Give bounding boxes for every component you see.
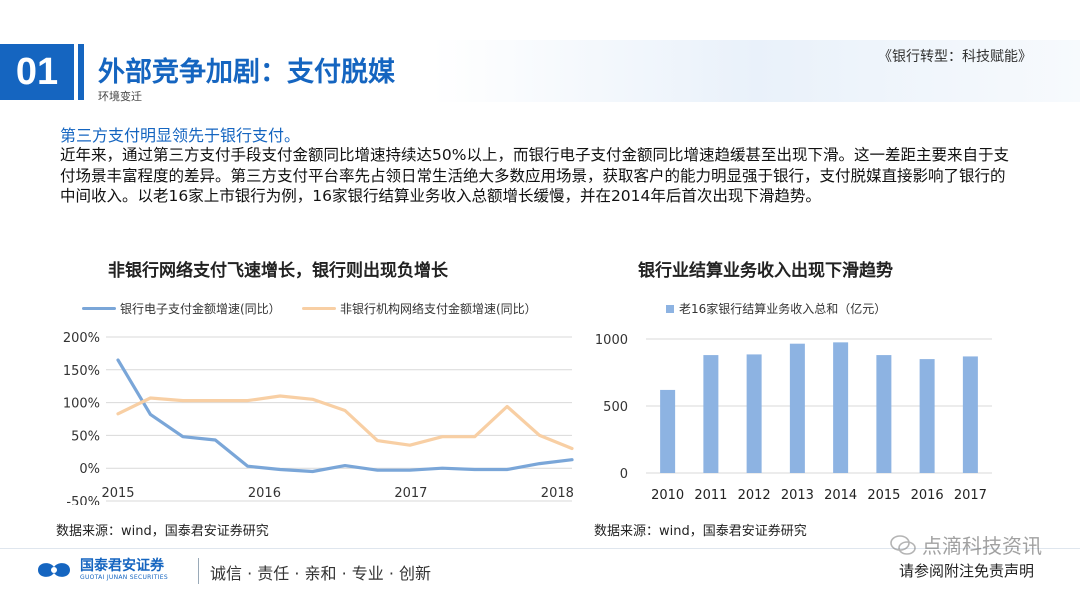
bar-2016 xyxy=(919,359,935,473)
line-series-nonbank xyxy=(116,394,574,451)
bar-x-tick-label: 2015 xyxy=(867,488,900,503)
bar-x-tick-label: 2013 xyxy=(781,488,814,503)
bar-x-tick-label: 2017 xyxy=(954,488,987,503)
bar-2011 xyxy=(703,355,719,473)
line-legend-nonbank: 非银行机构网络支付金额增速(同比） xyxy=(302,300,537,317)
bar-2013 xyxy=(789,343,805,473)
bar-legend-label: 老16家银行结算业务收入总和（亿元） xyxy=(679,302,887,316)
lead-sentence: 第三方支付明显领先于银行支付。 xyxy=(60,126,301,145)
bar-chart-source: 数据来源：wind，国泰君安证券研究 xyxy=(594,524,807,539)
line-legend-nonbank-swatch xyxy=(302,307,336,310)
bar-2017 xyxy=(962,356,978,473)
bar-2015 xyxy=(876,355,892,473)
bar-legend: 老16家银行结算业务收入总和（亿元） xyxy=(666,300,886,317)
line-legend-nonbank-label: 非银行机构网络支付金额增速(同比） xyxy=(340,302,537,316)
bar-chart-title: 银行业结算业务收入出现下滑趋势 xyxy=(638,261,893,281)
page-subtitle: 环境变迁 xyxy=(98,90,142,103)
line-chart-title: 非银行网络支付飞速增长，银行则出现负增长 xyxy=(108,261,448,281)
footer-disclaimer: 请参阅附注免责声明 xyxy=(898,562,1034,580)
line-y-tick-label: 200% xyxy=(63,331,100,346)
line-y-tick-label: 0% xyxy=(79,462,100,477)
footer-separator xyxy=(198,558,199,584)
line-y-tick-label: -50% xyxy=(66,495,100,505)
footer-divider xyxy=(0,548,1080,549)
watermark-text: 点滴科技资讯 xyxy=(922,534,1042,558)
wechat-icon xyxy=(890,534,916,555)
bar-x-tick-label: 2016 xyxy=(911,488,944,503)
bar-x-tick-label: 2014 xyxy=(824,488,857,503)
line-y-tick-label: 100% xyxy=(63,397,100,412)
header-band xyxy=(0,40,1080,102)
logo-name-cn: 国泰君安证券 xyxy=(80,558,164,574)
line-chart-source: 数据来源：wind，国泰君安证券研究 xyxy=(56,524,269,539)
logo-name-en: GUOTAI JUNAN SECURITIES xyxy=(80,574,168,581)
bar-y-tick-label: 0 xyxy=(620,467,628,482)
line-x-tick-label: 2018 xyxy=(541,486,574,501)
bar-chart: 1000 500 0 2010 2011 2012 2013 2014 2015 2016 2017 xyxy=(595,333,992,503)
line-legend-bank-label: 银行电子支付金额增速(同比） xyxy=(120,302,281,316)
bar-x-tick-label: 2012 xyxy=(738,488,771,503)
body-paragraph: 近年来，通过第三方支付手段支付金额同比增速持续达50%以上，而银行电子支付金额同… xyxy=(60,146,1009,205)
section-number-bar xyxy=(78,44,84,100)
line-x-tick-label: 2017 xyxy=(394,486,427,501)
line-legend-bank-swatch xyxy=(82,307,116,310)
line-y-tick-label: 150% xyxy=(63,364,100,379)
bar-2012 xyxy=(746,354,762,473)
company-logo: 国泰君安证券 GUOTAI JUNAN SECURITIES xyxy=(34,558,168,581)
bar-legend-swatch xyxy=(666,304,674,313)
line-legend-bank: 银行电子支付金额增速(同比） xyxy=(82,300,281,317)
section-number: 01 xyxy=(0,44,74,100)
bar-x-tick-label: 2010 xyxy=(651,488,684,503)
bar-2014 xyxy=(833,342,849,473)
line-x-tick-label: 2016 xyxy=(248,486,281,501)
page-title: 外部竞争加剧：支付脱媒 xyxy=(98,57,395,88)
logo-mark-icon xyxy=(38,562,70,577)
line-y-tick-label: 50% xyxy=(71,429,100,444)
bar-y-tick-label: 1000 xyxy=(595,333,628,348)
bar-y-tick-label: 500 xyxy=(603,400,628,415)
line-chart: 200% 150% 100% 50% 0% -50%2015 2016 2017 2018 xyxy=(63,331,574,505)
footer-slogan: 诚信 · 责任 · 亲和 · 专业 · 创新 xyxy=(210,564,432,583)
watermark: 点滴科技资讯 xyxy=(890,530,1042,559)
line-x-tick-label: 2015 xyxy=(101,486,134,501)
bar-2010 xyxy=(660,389,676,473)
bar-x-tick-label: 2011 xyxy=(694,488,727,503)
document-title: 《银行转型：科技赋能》 xyxy=(878,49,1032,65)
line-series-bank xyxy=(116,358,574,474)
